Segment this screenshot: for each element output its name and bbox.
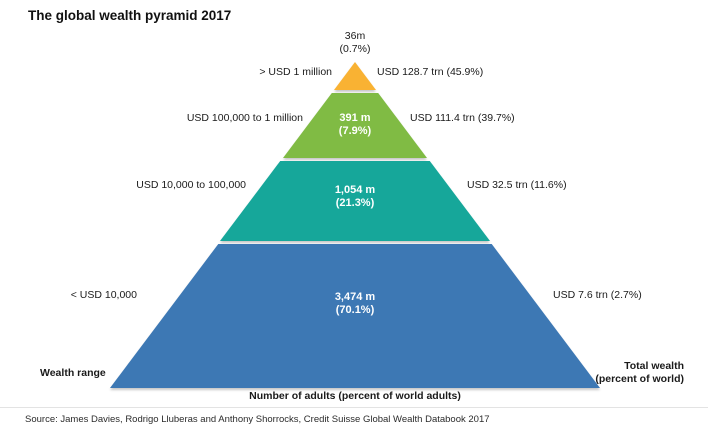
adults-axis-caption: Number of adults (percent of world adult… xyxy=(249,390,461,402)
pyramid-segment-base: 3,474 m (70.1%) xyxy=(110,244,600,388)
pyramid-segment-top-shape xyxy=(334,62,376,90)
pyramid-segment-lower-middle: 1,054 m (21.3%) xyxy=(220,161,490,241)
total-wealth-axis-caption: Total wealth (percent of world) xyxy=(595,360,684,385)
segment-base-value: 3,474 m (70.1%) xyxy=(110,291,600,317)
segment-lower-middle-value: 1,054 m (21.3%) xyxy=(220,184,490,210)
source-citation: Source: James Davies, Rodrigo Lluberas a… xyxy=(25,414,490,425)
adults-percent: (0.7%) xyxy=(339,42,371,55)
total-wealth-label-upper-middle: USD 111.4 trn (39.7%) xyxy=(410,112,515,124)
segment-upper-middle-value: 391 m (7.9%) xyxy=(283,112,427,138)
wealth-range-label-lower-middle: USD 10,000 to 100,000 xyxy=(136,179,246,191)
adults-percent: (7.9%) xyxy=(338,125,372,137)
pyramid: 391 m (7.9%) 1,054 m (21.3%) 3,474 m (70… xyxy=(110,62,600,388)
total-wealth-label-lower-middle: USD 32.5 trn (11.6%) xyxy=(467,179,567,191)
segment-top-value: 36m (0.7%) xyxy=(295,30,415,55)
adults-percent: (21.3%) xyxy=(335,197,375,209)
adults-percent: (70.1%) xyxy=(335,304,375,316)
wealth-range-label-top: > USD 1 million xyxy=(259,66,332,78)
adults-count: 3,474 m xyxy=(334,291,376,303)
wealth-range-axis-caption: Wealth range xyxy=(40,367,106,379)
total-wealth-axis-caption-line2: (percent of world) xyxy=(595,372,684,385)
footer-divider xyxy=(0,407,708,408)
total-wealth-label-base: USD 7.6 trn (2.7%) xyxy=(553,289,642,301)
total-wealth-label-top: USD 128.7 trn (45.9%) xyxy=(377,66,484,78)
chart-title: The global wealth pyramid 2017 xyxy=(28,8,232,23)
pyramid-segment-top xyxy=(334,62,376,90)
adults-count: 391 m xyxy=(339,112,371,124)
adults-count: 1,054 m xyxy=(334,184,376,196)
wealth-range-label-base: < USD 10,000 xyxy=(70,289,137,301)
total-wealth-axis-caption-line1: Total wealth xyxy=(624,360,684,372)
wealth-range-label-upper-middle: USD 100,000 to 1 million xyxy=(186,112,303,124)
pyramid-segment-upper-middle: 391 m (7.9%) xyxy=(283,93,427,158)
adults-count: 36m xyxy=(344,30,366,42)
